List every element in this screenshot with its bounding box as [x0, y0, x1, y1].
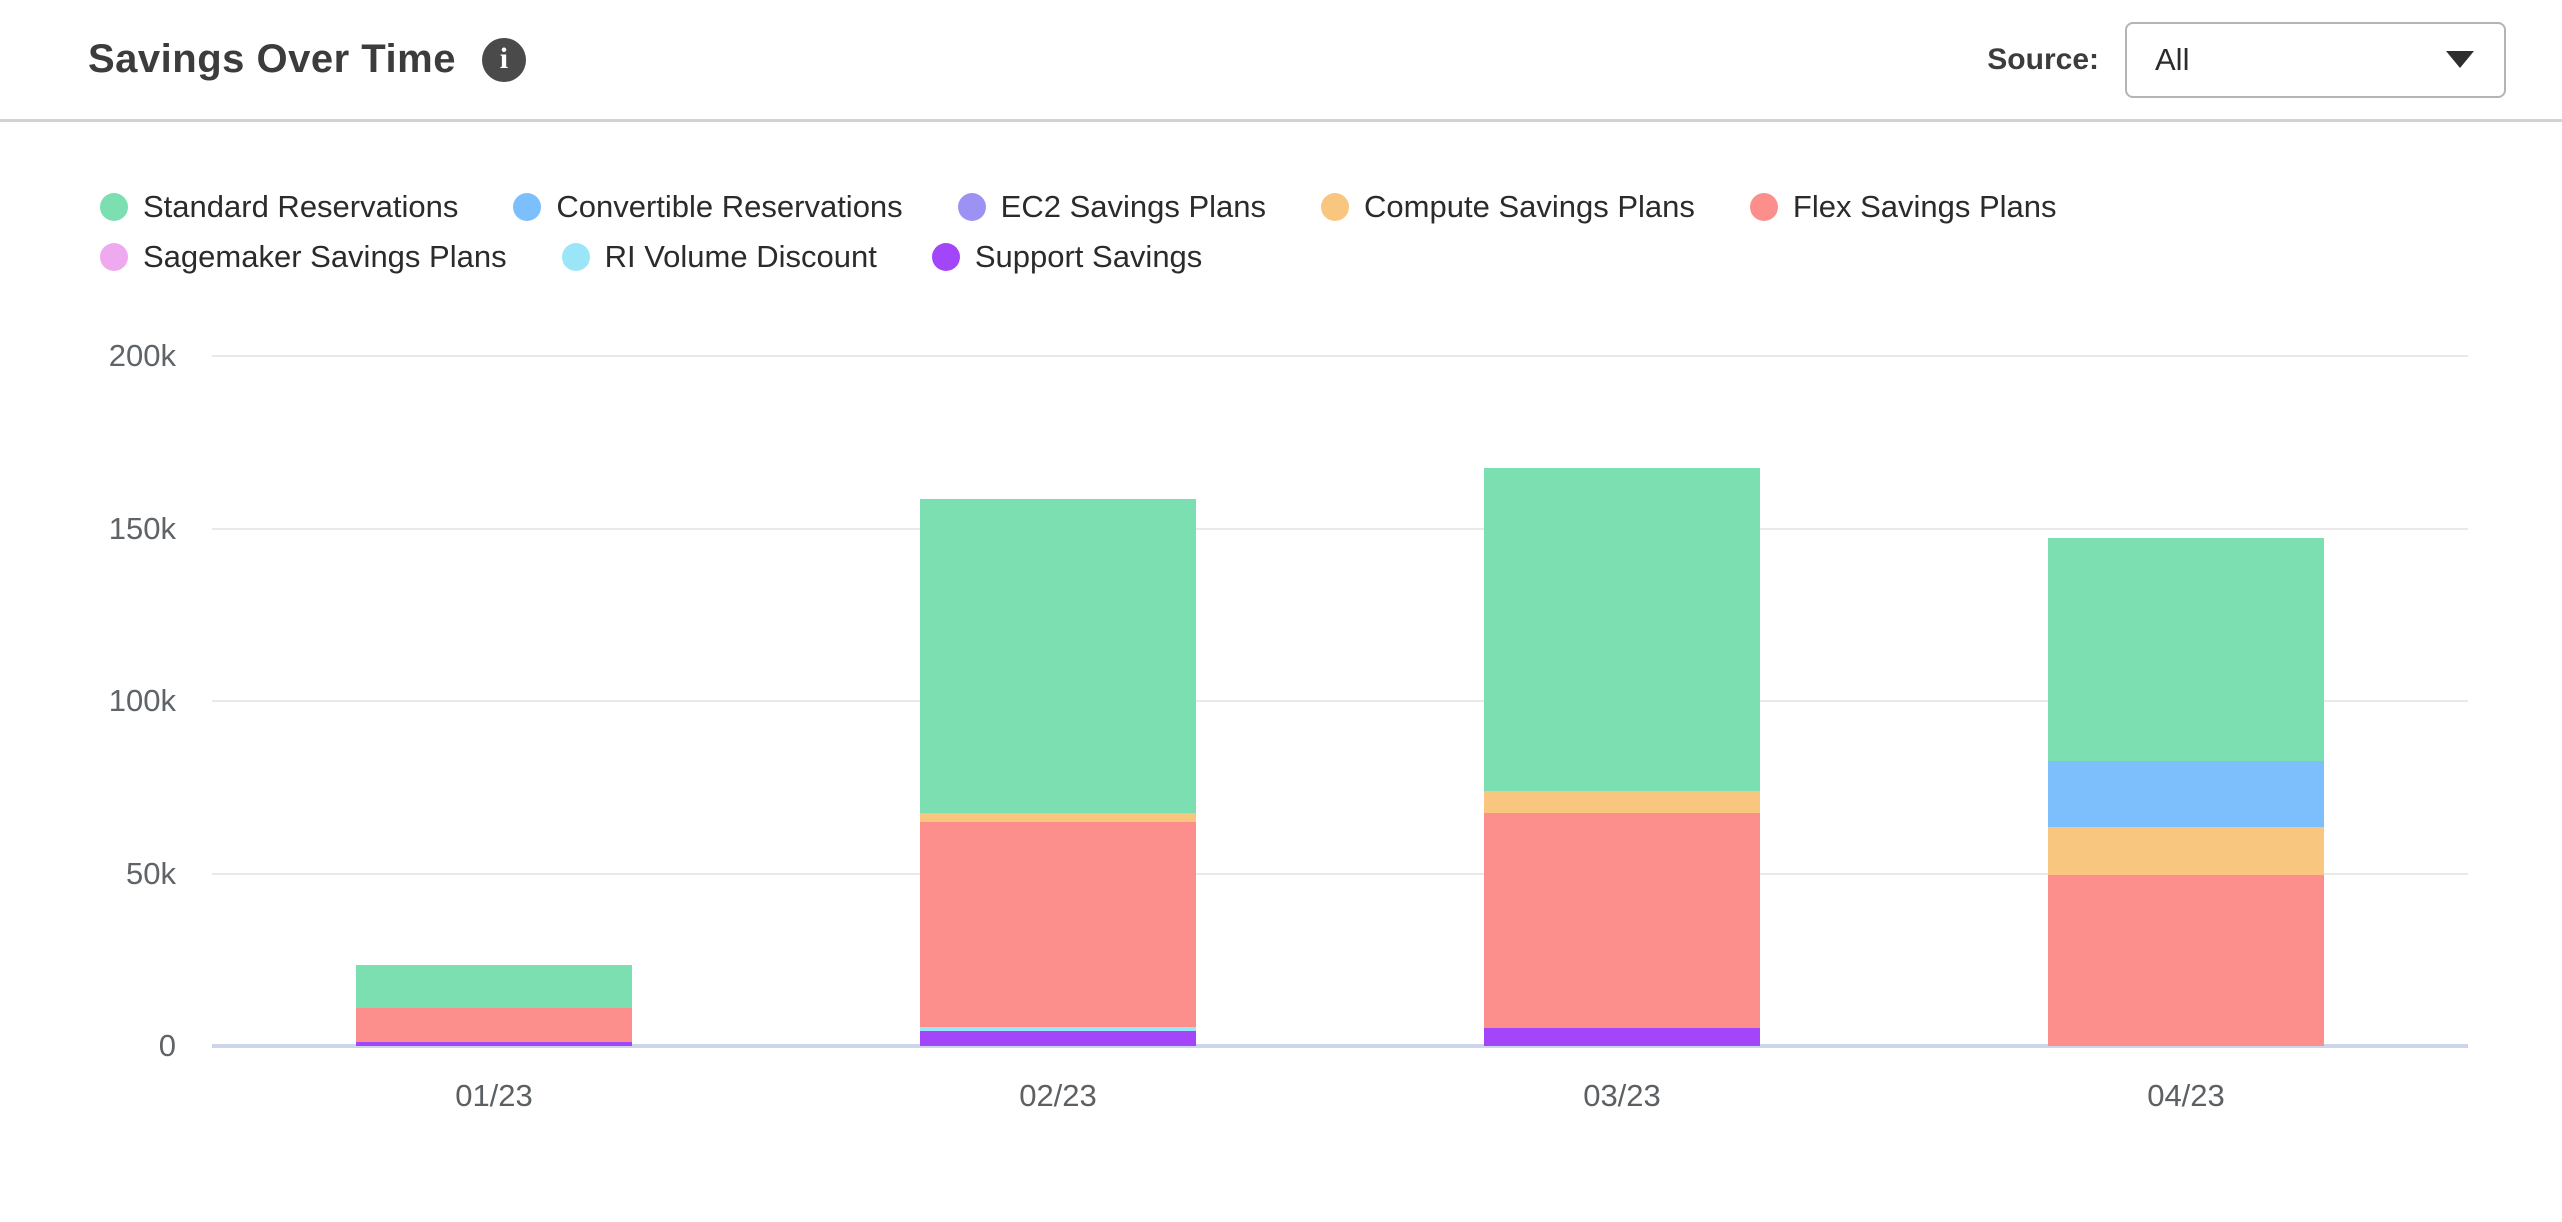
- legend-label: Standard Reservations: [143, 189, 459, 224]
- y-axis-tick-label: 200k: [108, 338, 176, 373]
- bar-segment[interactable]: [2048, 874, 2324, 1046]
- legend-item[interactable]: RI Volume Discount: [561, 239, 877, 274]
- chevron-down-icon: [2446, 51, 2474, 68]
- legend-swatch-icon: [957, 193, 986, 221]
- bar-01/23: [356, 964, 632, 1046]
- gridline: [212, 700, 2468, 702]
- bar-segment[interactable]: [920, 821, 1196, 1028]
- x-axis-tick-label: 03/23: [1583, 1078, 1661, 1113]
- legend-swatch-icon: [1749, 193, 1778, 221]
- legend-label: Compute Savings Plans: [1364, 189, 1695, 224]
- bar-segment[interactable]: [2048, 827, 2324, 875]
- legend-item[interactable]: EC2 Savings Plans: [957, 189, 1267, 224]
- bar-segment[interactable]: [2048, 538, 2324, 761]
- gridline: [212, 527, 2468, 530]
- page-title: Savings Over Time: [88, 37, 456, 81]
- bar-segment[interactable]: [920, 499, 1196, 814]
- legend-swatch-icon: [513, 193, 542, 221]
- bar-segment[interactable]: [356, 964, 632, 1009]
- x-axis-tick-label: 01/23: [455, 1078, 533, 1113]
- bar-segment[interactable]: [1484, 1028, 1760, 1046]
- y-axis-tick-label: 100k: [108, 683, 176, 718]
- legend-item[interactable]: Compute Savings Plans: [1321, 189, 1695, 224]
- legend-swatch-icon: [100, 193, 128, 221]
- info-icon-glyph: i: [499, 41, 509, 75]
- bar-segment[interactable]: [1484, 468, 1760, 791]
- legend-swatch-icon: [1321, 193, 1350, 221]
- legend-item[interactable]: Sagemaker Savings Plans: [100, 239, 507, 274]
- bar-segment[interactable]: [356, 1041, 632, 1046]
- x-axis-tick-label: 04/23: [2147, 1078, 2225, 1113]
- source-dropdown[interactable]: All: [2125, 21, 2506, 98]
- chart-legend: Standard Reservations Convertible Reserva…: [100, 189, 2480, 274]
- bar-segment[interactable]: [1484, 813, 1760, 1029]
- bar-segment[interactable]: [2048, 760, 2324, 828]
- bar-segment[interactable]: [1484, 790, 1760, 814]
- source-dropdown-value: All: [2155, 41, 2190, 77]
- gridline: [212, 872, 2468, 875]
- legend-label: RI Volume Discount: [604, 239, 877, 274]
- bar-segment[interactable]: [356, 1008, 632, 1042]
- legend-swatch-icon: [561, 243, 590, 271]
- bar-segment[interactable]: [920, 1027, 1196, 1031]
- bar-segment[interactable]: [920, 813, 1196, 822]
- legend-label: EC2 Savings Plans: [1000, 189, 1267, 224]
- bar-04/23: [2048, 538, 2324, 1046]
- legend-swatch-icon: [100, 243, 128, 271]
- bar-segment[interactable]: [920, 1030, 1196, 1046]
- gridline: [212, 355, 2468, 357]
- widget-header: Savings Over Time i Source: All: [0, 0, 2562, 122]
- x-axis-tick-label: 02/23: [1019, 1078, 1097, 1113]
- y-axis-tick-label: 150k: [108, 510, 176, 546]
- bar-02/23: [920, 499, 1196, 1046]
- info-icon[interactable]: i: [481, 37, 526, 82]
- legend-item[interactable]: Standard Reservations: [100, 189, 459, 224]
- legend-label: Sagemaker Savings Plans: [143, 239, 507, 274]
- legend-label: Support Savings: [974, 239, 1203, 274]
- legend-item[interactable]: Flex Savings Plans: [1749, 189, 2057, 224]
- bar-03/23: [1484, 468, 1760, 1046]
- legend-item[interactable]: Convertible Reservations: [513, 189, 903, 224]
- legend-item[interactable]: Support Savings: [931, 239, 1203, 274]
- source-label: Source:: [1987, 42, 2099, 76]
- y-axis-tick-label: 0: [158, 1028, 176, 1063]
- legend-label: Convertible Reservations: [556, 189, 903, 224]
- legend-swatch-icon: [931, 243, 960, 271]
- x-axis-line: [212, 1044, 2468, 1048]
- legend-label: Flex Savings Plans: [1792, 189, 2057, 224]
- y-axis-tick-label: 50k: [126, 855, 176, 891]
